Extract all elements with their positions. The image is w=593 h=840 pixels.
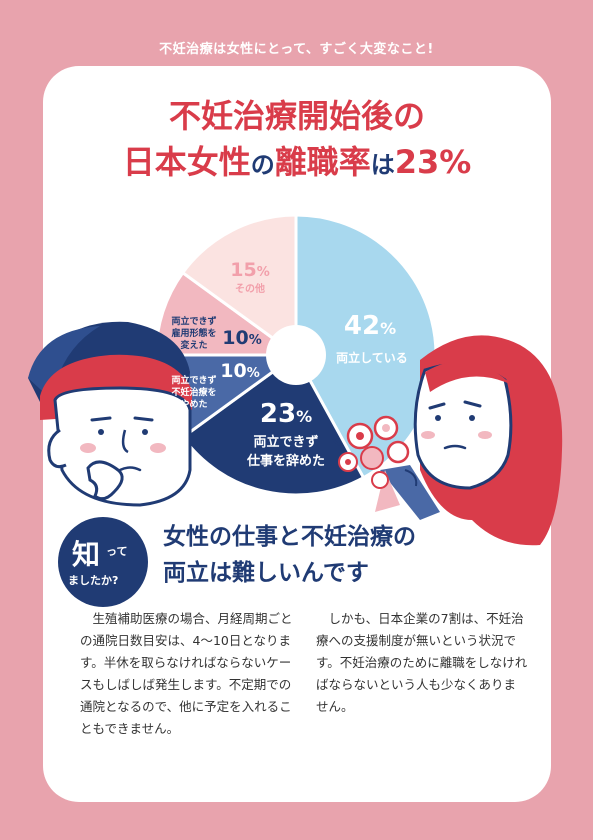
headline-turnover-rate: 離職率 xyxy=(274,143,371,181)
headline-text: 不妊治療開始後の xyxy=(168,97,425,135)
pie-slices xyxy=(154,213,438,497)
label-text-coexisting: 両立している xyxy=(336,350,408,365)
top-banner: 不妊治療は女性にとって、すごく大変なこと! xyxy=(159,42,434,57)
label-text-other: その他 xyxy=(235,282,265,295)
pie-center-hole xyxy=(266,325,326,385)
woman-illustration xyxy=(413,335,563,546)
bouquet-icon xyxy=(331,415,440,520)
label-changed-employment-line2: 雇用形態を xyxy=(171,327,216,339)
headline-japanese-women: 日本女性 xyxy=(122,143,251,181)
pie-labels: 42% 両立している 23% 両立できず 仕事を辞めた 10% 両立できず 不妊… xyxy=(171,259,407,469)
label-changed-employment-line3: 変えた xyxy=(180,339,207,351)
headline-rate-value: 23% xyxy=(394,143,472,181)
man-illustration xyxy=(28,321,192,507)
label-quit-treatment-line1: 両立できず xyxy=(171,374,216,386)
label-value-other: 15% xyxy=(230,259,269,281)
sub-heading-line2: 両立は難しいんです xyxy=(163,560,369,586)
headline-line2: 日本女性の離職率は23% xyxy=(43,146,551,178)
body-text-left: 生殖補助医療の場合、月経周期ごとの通院日数目安は、4～10日となります。半休を取… xyxy=(80,611,293,736)
label-value-coexisting: 42% xyxy=(344,311,396,341)
label-quit-treatment-line3: やめた xyxy=(180,399,207,410)
label-value-changed-employment: 10% xyxy=(222,327,261,349)
label-quit-job-line1: 両立できず xyxy=(253,434,318,450)
label-value-quit-treatment: 10% xyxy=(220,360,259,382)
hand-icon xyxy=(86,460,124,501)
headline-particle-no: の xyxy=(250,151,275,179)
did-you-know-badge: 知 って ましたか? xyxy=(58,517,148,607)
badge-kanji: 知 xyxy=(72,538,101,571)
badge-text-tte: って xyxy=(106,545,128,558)
label-quit-treatment-line2: 不妊治療を xyxy=(171,386,216,398)
badge-text-mashitaka: ましたか? xyxy=(68,574,119,587)
label-changed-employment-line1: 両立できず xyxy=(171,315,216,327)
pie-slice-other xyxy=(180,213,298,358)
pie-slice-quit-job xyxy=(180,352,366,497)
headline-line1: 不妊治療開始後の xyxy=(43,100,551,132)
headline-particle-wa: は xyxy=(370,151,395,179)
body-text-right: しかも、日本企業の7割は、不妊治療への支援制度が無いという状況です。不妊治療のた… xyxy=(316,611,528,714)
sub-heading-line1: 女性の仕事と不妊治療の xyxy=(163,524,416,550)
label-quit-job-line2: 仕事を辞めた xyxy=(246,453,325,469)
label-value-quit-job: 23% xyxy=(260,399,312,429)
